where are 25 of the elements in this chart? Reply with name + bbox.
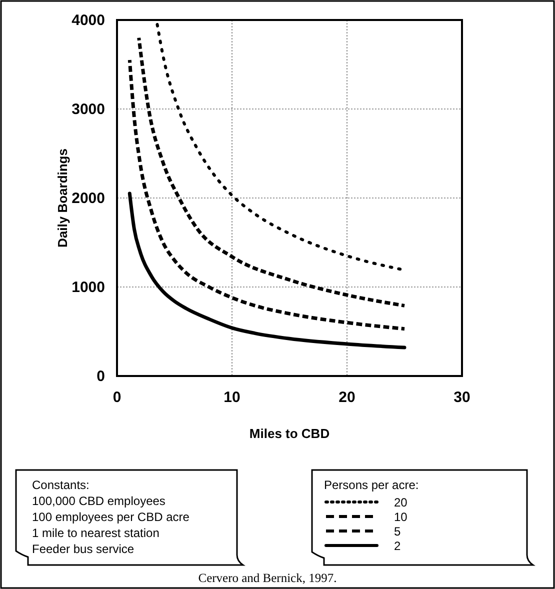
- y-tick-label: 4000: [72, 12, 105, 29]
- legend-label: 10: [394, 510, 408, 524]
- line-series: [128, 58, 406, 331]
- y-tick-label: 2000: [72, 190, 105, 207]
- y-axis-title: Daily Boardings: [55, 148, 70, 248]
- y-tick-label: 1000: [72, 279, 105, 296]
- text: Feeder bus service: [32, 542, 134, 556]
- x-tick-label: 10: [224, 389, 240, 406]
- text: 100,000 CBD employees: [32, 494, 166, 508]
- legend-label: 2: [394, 539, 401, 553]
- text: Cervero and Bernick, 1997.: [198, 571, 337, 585]
- legend-label: 20: [394, 496, 408, 510]
- text: Constants:: [32, 478, 90, 492]
- text: 1 mile to nearest station: [32, 526, 160, 540]
- y-tick-label: 0: [96, 368, 105, 385]
- line-series: [137, 36, 406, 308]
- x-tick-label: 0: [112, 389, 122, 406]
- x-tick-label: 20: [338, 389, 356, 406]
- y-tick-label: 3000: [72, 101, 105, 118]
- line-series: [128, 192, 406, 350]
- x-tick-label: 30: [454, 389, 470, 406]
- legend-title: Persons per acre:: [324, 478, 419, 492]
- text: 100 employees per CBD acre: [32, 510, 190, 524]
- x-axis-title: Miles to CBD: [249, 426, 330, 441]
- legend-label: 5: [394, 524, 401, 538]
